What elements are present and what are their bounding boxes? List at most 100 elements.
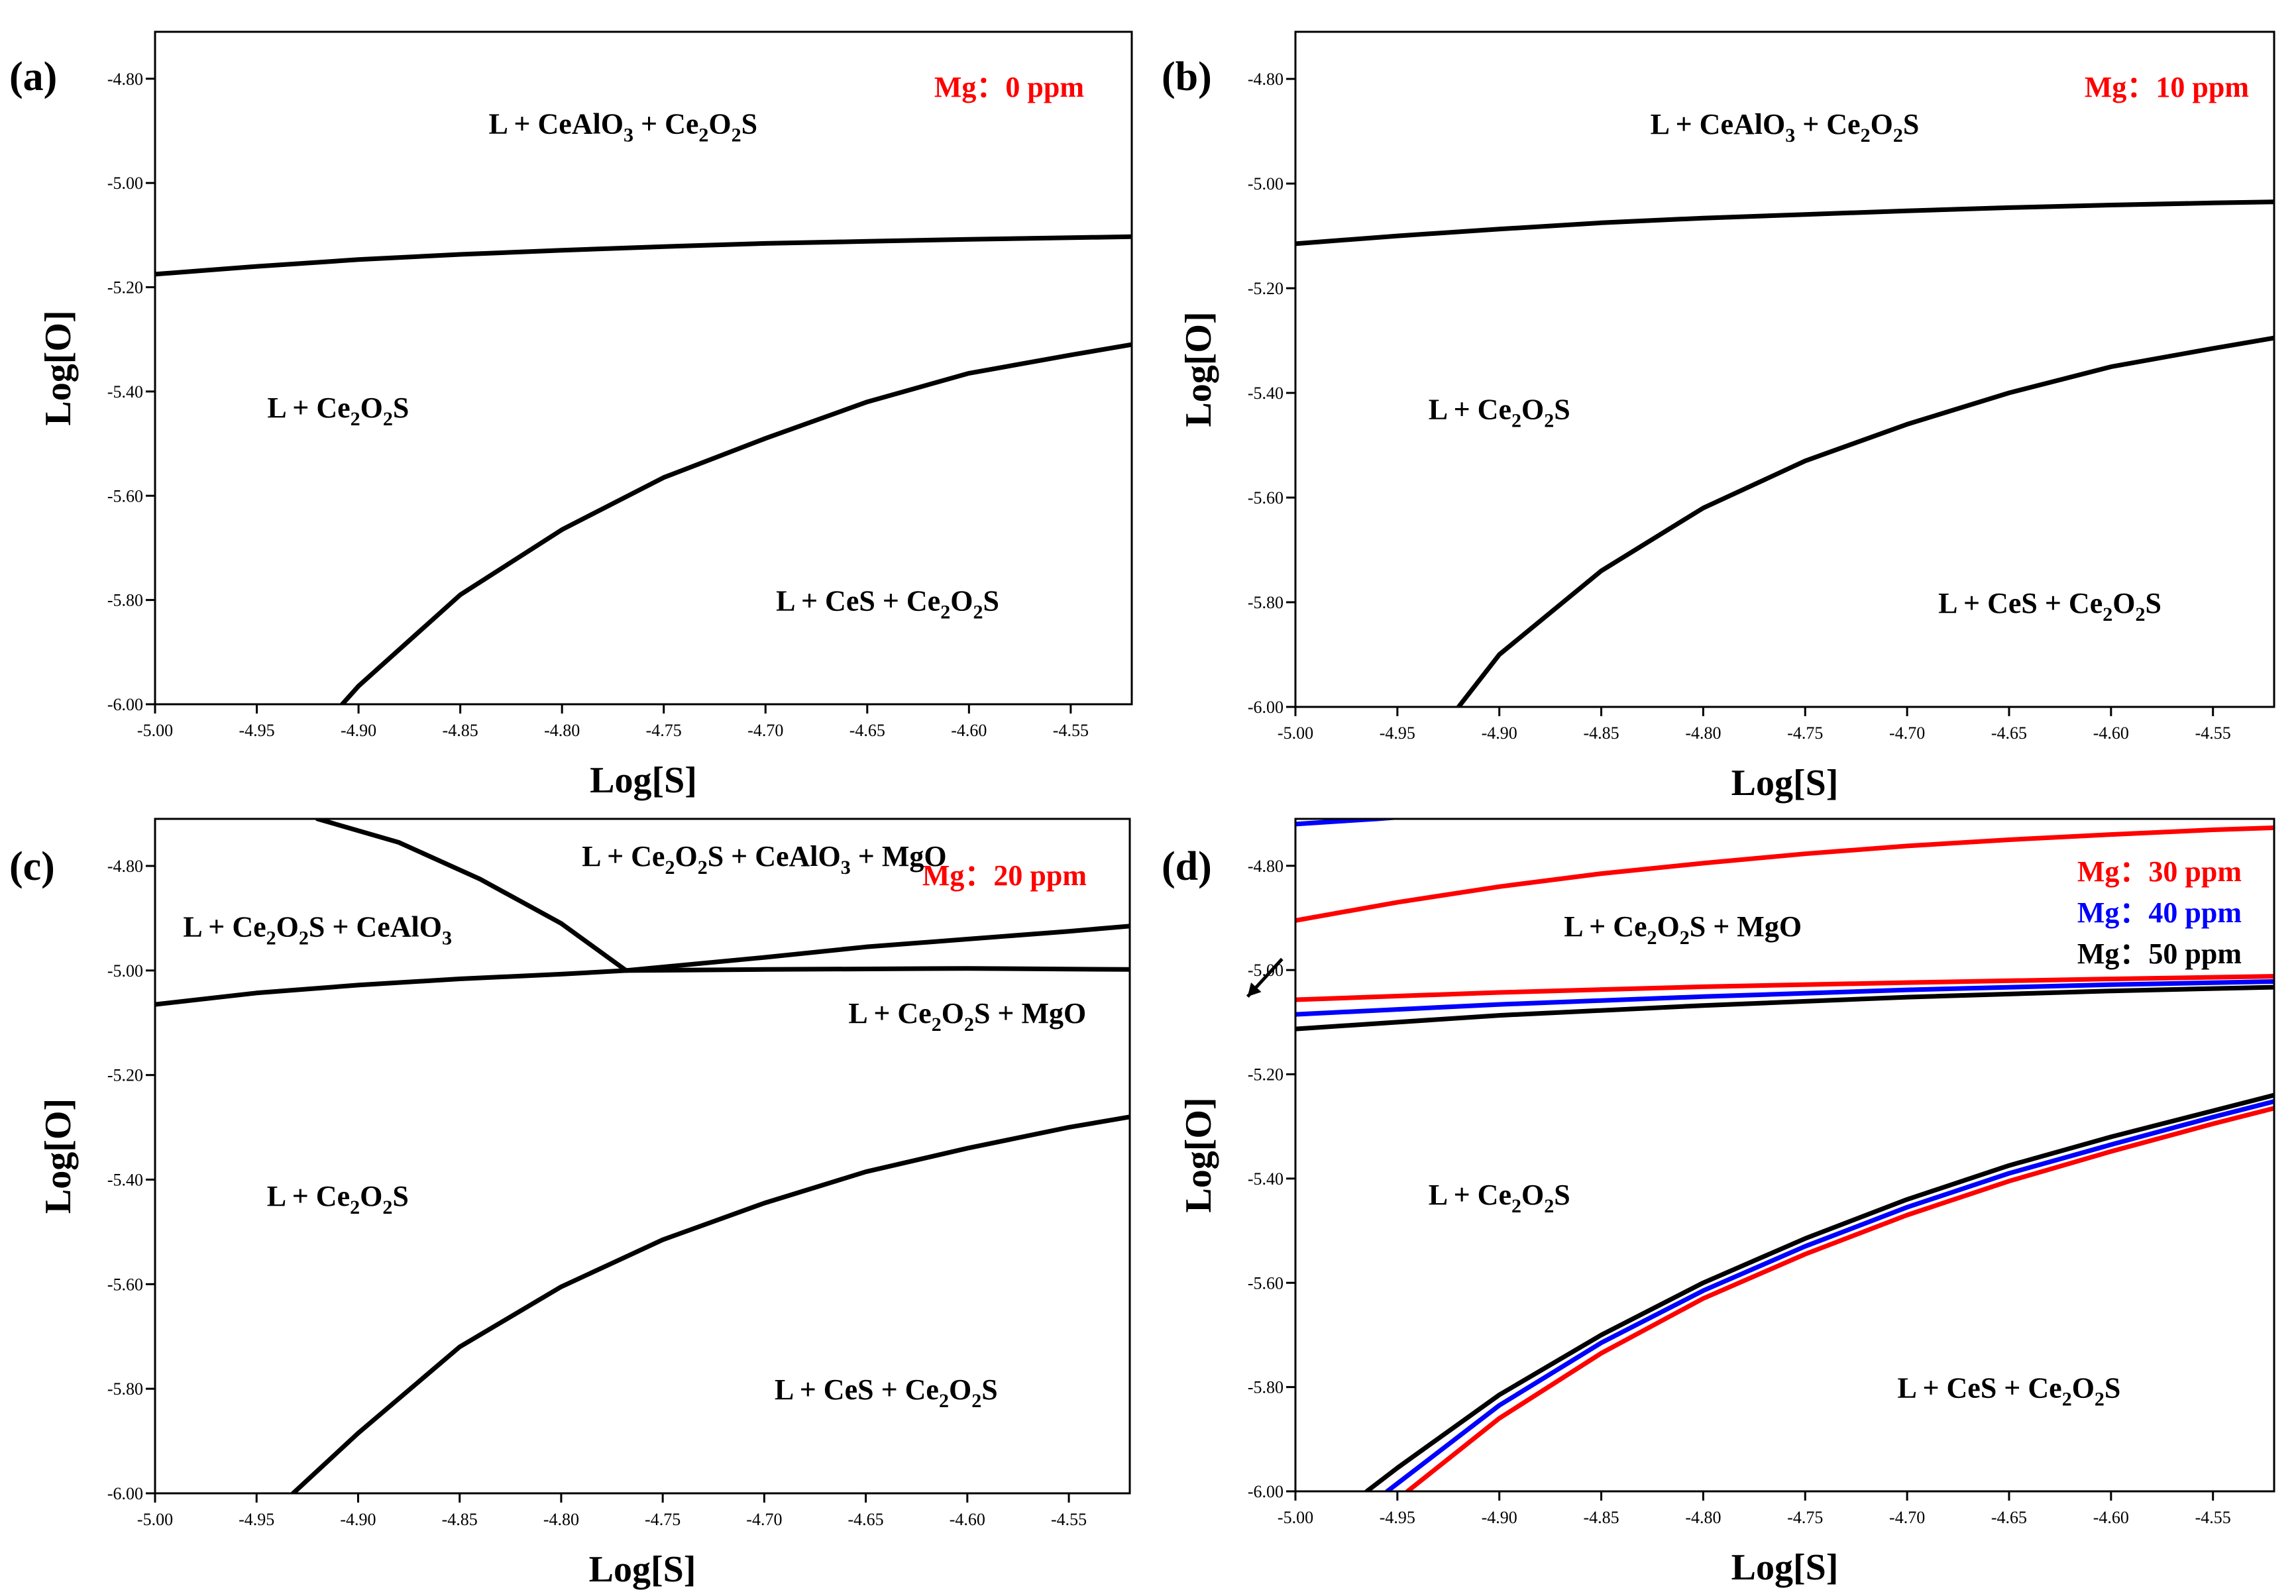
x-tick-label: -4.90 [1482,1508,1517,1527]
series-line [624,924,1130,973]
y-tick-label: -5.00 [107,961,143,981]
x-tick-label: -4.55 [1051,1510,1087,1529]
x-tick-label: -5.00 [137,721,173,740]
series-line [1405,1106,2274,1491]
phase-region-label: L + CeS + Ce2O2S [775,1373,998,1412]
x-axis-label: Log[S] [1731,763,1839,804]
series-line [1295,199,2274,246]
phase-region-label: L + Ce2O2S + MgO [848,997,1086,1036]
y-tick-label: -6.00 [1248,698,1284,717]
y-tick-label: -5.80 [107,1379,143,1399]
x-tick-label: -4.65 [1991,1508,2027,1527]
y-tick-label: -5.40 [107,382,143,401]
mg-concentration-label: Mg：40 ppm [2077,896,2242,929]
x-axis-label: Log[S] [589,1549,696,1590]
panel-a: -5.00 -4.95 -4.90 -4.85 -4.80 -4.75 -4.70 -4.65… [9,30,1133,801]
y-tick-label: -5.40 [1248,384,1284,403]
x-tick-label: -4.90 [340,1510,376,1529]
x-tick-label: -4.70 [747,721,783,740]
y-tick-label: -5.60 [1248,1273,1284,1293]
x-tick-label: -4.85 [443,721,478,740]
x-tick-label: -4.75 [646,721,682,740]
phase-region-label: L + CeAlO3 + Ce2O2S [488,107,757,146]
x-tick-label: -4.60 [2093,1508,2129,1527]
series-group [1295,199,2274,707]
y-tick-label: -4.80 [107,857,143,876]
phase-region-label: L + Ce2O2S [1429,394,1570,432]
mg-concentration-label: Mg：10 ppm [2085,71,2249,103]
y-tick-label: -4.80 [1248,857,1284,876]
phase-region-label: L + CeS + Ce2O2S [1898,1371,2121,1410]
y-tick-label: -5.20 [1248,1065,1284,1085]
y-axis-label: Log[O] [1178,311,1219,427]
series-line [1456,335,2274,707]
y-tick-label: -4.80 [1248,70,1284,89]
series-line [1295,984,2274,1032]
phase-region-label: L + CeAlO3 + Ce2O2S [1651,108,1920,146]
y-tick-label: -6.00 [1248,1482,1284,1501]
x-tick-label: -4.80 [544,721,580,740]
x-tick-label: -4.75 [645,1510,681,1529]
y-tick-label: -5.20 [107,1066,143,1085]
plot-frame [154,818,1131,1495]
series-line [1295,979,2274,1017]
x-tick-label: -4.65 [849,721,885,740]
series-line [1385,1099,2274,1491]
arrow-head-icon [1247,982,1262,997]
phase-region-label: L + CeS + Ce2O2S [776,584,999,623]
x-tick-label: -4.65 [1991,723,2027,743]
x-tick-label: -5.00 [1278,723,1313,743]
series-group [1295,819,2274,1491]
series-group [155,234,1132,704]
x-tick-label: -4.75 [1787,723,1823,743]
panel-label: (d) [1162,844,1212,889]
x-tick-label: -5.00 [1278,1508,1313,1527]
x-tick-label: -4.55 [1053,721,1089,740]
y-tick-label: -5.00 [1248,961,1284,980]
panel-d: -5.00 -4.95 -4.90 -4.85 -4.80 -4.75 -4.70 -4.65… [1162,818,2275,1588]
plot-frame [1294,818,2275,1493]
mg-concentration-label: Mg：30 ppm [2077,855,2242,888]
y-axis-label: Log[O] [38,310,79,425]
y-tick-label: -5.80 [1248,593,1284,612]
y-tick-label: -5.00 [107,174,143,193]
x-tick-label: -4.70 [1889,723,1925,743]
phase-region-label: L + Ce2O2S [267,392,409,430]
y-tick-label: -6.00 [107,1484,143,1503]
x-tick-label: -4.60 [951,721,987,740]
x-tick-label: -4.55 [2195,1508,2231,1527]
x-tick-label: -4.60 [2093,723,2129,743]
x-tick-label: -4.60 [950,1510,985,1529]
mg-concentration-label: Mg：20 ppm [922,859,1087,892]
x-tick-label: -4.90 [1482,723,1517,743]
x-tick-label: -4.65 [848,1510,884,1529]
phase-region-label: L + CeS + Ce2O2S [1938,587,2161,625]
phase-region-label: L + Ce2O2S + MgO [1564,910,1802,949]
series-line [155,234,1132,277]
series-line [1295,825,2274,923]
series-line [1364,1092,2274,1491]
y-tick-label: -6.00 [107,695,143,714]
x-tick-label: -4.85 [442,1510,478,1529]
series-line [1295,819,1399,827]
y-tick-label: -5.20 [107,278,143,297]
x-tick-label: -4.70 [746,1510,782,1529]
x-tick-label: -4.95 [1380,1508,1415,1527]
x-tick-label: -4.80 [1685,1508,1721,1527]
x-tick-label: -4.95 [1380,723,1415,743]
y-tick-label: -5.20 [1248,279,1284,298]
y-tick-label: -4.80 [107,70,143,89]
x-tick-label: -4.80 [543,1510,579,1529]
y-tick-label: -5.40 [107,1171,143,1190]
panel-label: (c) [9,844,55,889]
y-tick-label: -5.40 [1248,1169,1284,1189]
x-tick-label: -4.75 [1787,1508,1823,1527]
series-line [340,342,1132,704]
series-group [155,819,1130,1493]
x-tick-label: -4.85 [1583,723,1619,743]
y-tick-label: -5.00 [1248,174,1284,193]
mg-concentration-label: Mg：50 ppm [2077,937,2242,970]
x-tick-label: -4.90 [341,721,376,740]
series-line [1295,974,2274,1002]
